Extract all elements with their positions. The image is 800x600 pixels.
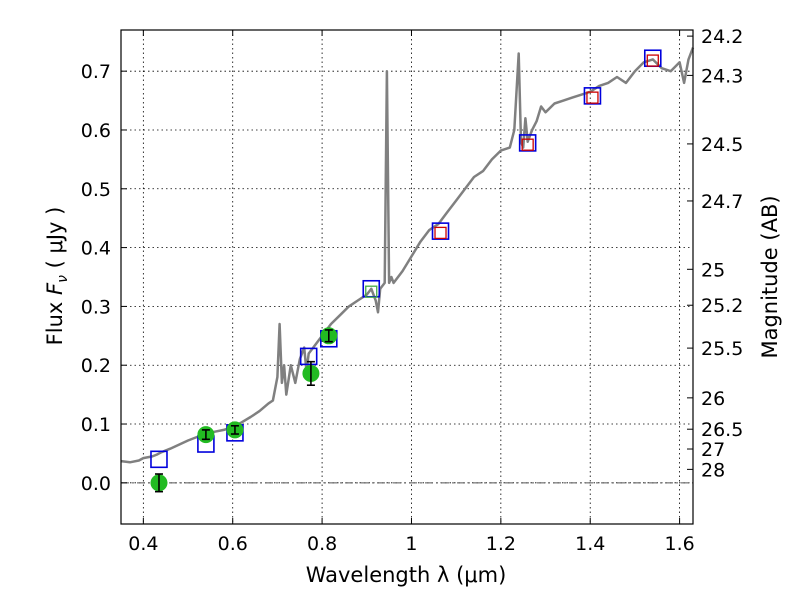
- y-tick-label: 0.5: [81, 179, 111, 201]
- y-tick-label: 0.1: [81, 414, 111, 436]
- filter-marker-square: [434, 226, 447, 240]
- x-axis: 0.4 0.6 0.8 1 1.2 1.4 1.6: [128, 30, 695, 555]
- y-axis-title-symbol: F: [43, 282, 67, 295]
- x-tick-label: 0.6: [218, 533, 248, 555]
- magnitude-tick-label: 27: [701, 439, 725, 461]
- magnitude-tick-label: 25.2: [701, 295, 743, 317]
- magnitude-tick-label: 24.3: [701, 65, 743, 87]
- filter-marker-square: [365, 285, 378, 298]
- model-photometry-square: [583, 87, 602, 105]
- magnitude-tick-label: 24.5: [701, 134, 743, 156]
- filter-marker-square: [521, 138, 534, 151]
- observed-photometry-series: [150, 327, 338, 493]
- magnitude-tick-label: 26: [701, 388, 725, 410]
- magnitude-tick-label: 25: [701, 259, 725, 281]
- y-tick-label: 0.0: [81, 473, 111, 495]
- model-photometry-series: [150, 49, 662, 469]
- filter-marker-series: [365, 54, 659, 298]
- x-tick-label: 1: [405, 533, 417, 555]
- y-tick-label: 0.2: [81, 355, 111, 377]
- x-tick-label: 1.6: [664, 533, 694, 555]
- x-axis-title: Wavelength λ (μm): [306, 563, 507, 587]
- magnitude-tick-label: 26.5: [701, 419, 743, 441]
- y-axis-title-prefix: Flux: [43, 295, 67, 345]
- y-tick-label: 0.7: [81, 61, 111, 83]
- spectrum-line: [120, 47, 695, 464]
- y-axis-title-subscript: ν: [55, 275, 71, 283]
- y-tick-label: 0.6: [81, 120, 111, 142]
- y-tick-label: 0.4: [81, 238, 111, 260]
- model-photometry-square: [431, 222, 450, 240]
- magnitude-tick-label: 24.2: [701, 26, 743, 48]
- y2-axis-title: Magnitude (AB): [758, 195, 782, 358]
- y-axis-title: Flux Fν ( μJy ): [43, 207, 71, 346]
- x-tick-label: 1.4: [575, 533, 605, 555]
- y-axis: 0.0 0.1 0.2 0.3 0.4 0.5 0.6 0.7: [81, 61, 127, 495]
- magnitude-tick-label: 25.5: [701, 338, 743, 360]
- magnitude-tick-label: 24.7: [701, 191, 743, 213]
- x-tick-label: 1.2: [486, 533, 516, 555]
- y-axis-title-suffix: ( μJy ): [43, 207, 67, 275]
- grid-lines: [121, 30, 693, 524]
- plot-frame: [120, 29, 694, 525]
- magnitude-tick-label: 28: [701, 459, 725, 481]
- x-tick-label: 0.4: [128, 533, 158, 555]
- filter-marker-square: [586, 91, 599, 104]
- y-tick-label: 0.3: [81, 296, 111, 318]
- model-photometry-square: [299, 347, 318, 366]
- filter-marker-square: [646, 54, 659, 67]
- x-tick-label: 0.8: [307, 533, 337, 555]
- spectrum-series: [120, 47, 695, 464]
- model-photometry-square: [150, 450, 168, 469]
- model-photometry-square: [518, 134, 537, 152]
